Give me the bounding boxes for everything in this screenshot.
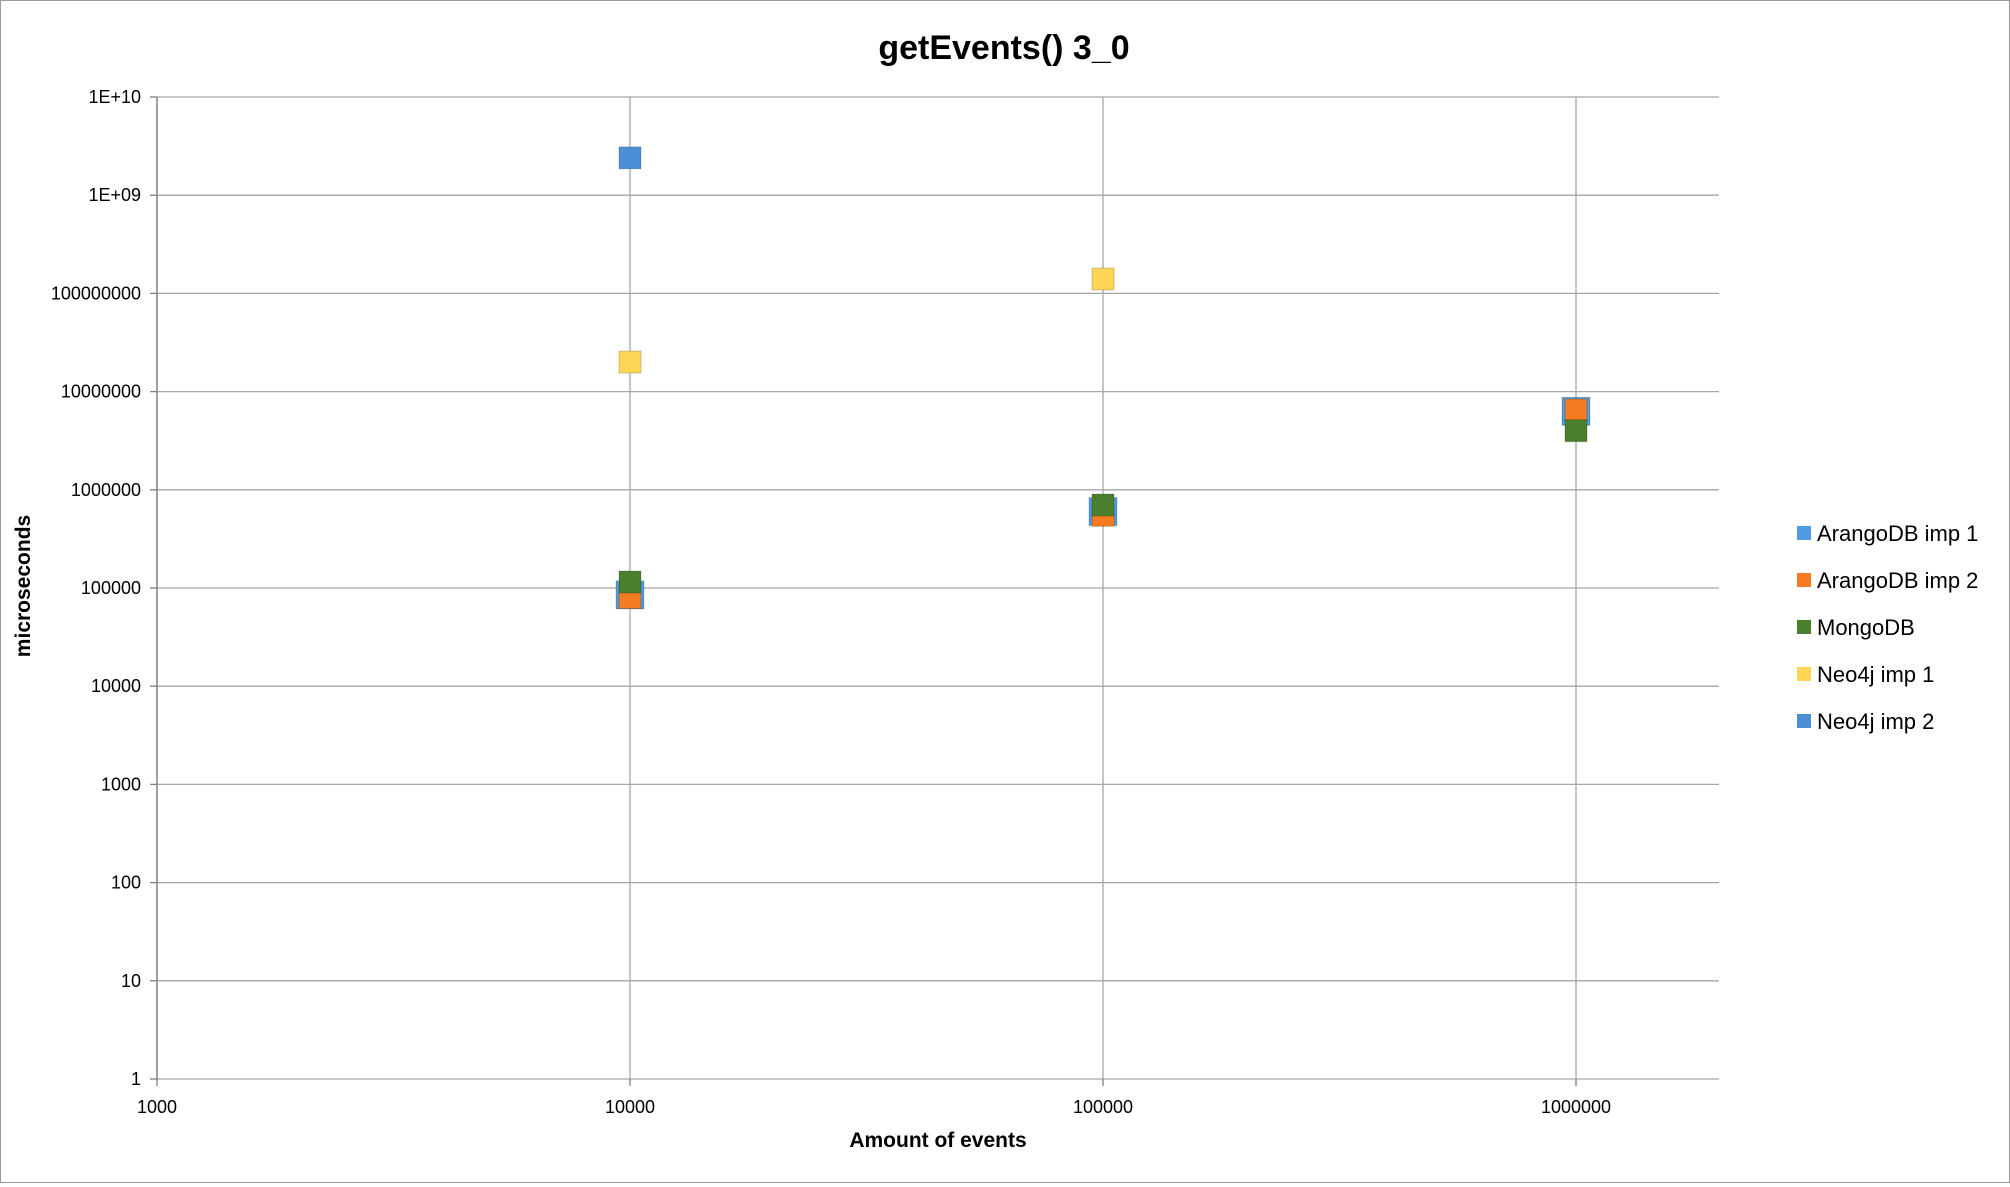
y-tick-label: 100000000 xyxy=(51,283,141,303)
tick-labels: 1 10 100 1000 10000 100000 1000000 10000000 1000… xyxy=(51,87,1611,1117)
legend-label: ArangoDB imp 1 xyxy=(1817,521,1978,546)
y-tick-label: 10000000 xyxy=(61,382,141,402)
legend-label: ArangoDB imp 2 xyxy=(1817,568,1978,593)
data-point-series-3 xyxy=(1091,493,1115,517)
data-point-series-2 xyxy=(1564,398,1588,422)
data-point-series-3 xyxy=(618,570,642,594)
data-points xyxy=(615,146,1591,610)
data-point-series-5 xyxy=(618,146,642,170)
y-tick-label: 100 xyxy=(111,873,141,893)
y-tick-label: 1E+09 xyxy=(88,185,141,205)
x-tick-label: 1000000 xyxy=(1541,1097,1611,1117)
legend-label: Neo4j imp 2 xyxy=(1817,709,1934,734)
legend-swatch xyxy=(1797,620,1811,634)
y-tick-label: 1 xyxy=(131,1069,141,1089)
legend-swatch xyxy=(1797,667,1811,681)
gridlines xyxy=(157,96,1719,1080)
legend-swatch xyxy=(1797,573,1811,587)
legend-swatch xyxy=(1797,714,1811,728)
axes xyxy=(150,96,1577,1086)
legend: ArangoDB imp 1 ArangoDB imp 2 MongoDB Neo4j… xyxy=(1797,521,1978,734)
legend-label: MongoDB xyxy=(1817,615,1915,640)
legend-swatch xyxy=(1797,526,1811,540)
y-tick-label: 1000000 xyxy=(71,480,141,500)
y-tick-label: 10 xyxy=(121,971,141,991)
chart-title: getEvents() 3_0 xyxy=(878,29,1129,67)
x-tick-label: 100000 xyxy=(1073,1097,1133,1117)
y-tick-label: 1000 xyxy=(101,774,141,794)
data-point-series-4 xyxy=(1091,267,1115,291)
x-tick-label: 10000 xyxy=(605,1097,655,1117)
x-tick-label: 1000 xyxy=(137,1097,177,1117)
x-axis-title: Amount of events xyxy=(849,1129,1026,1152)
y-tick-label: 100000 xyxy=(81,578,141,598)
legend-label: Neo4j imp 1 xyxy=(1817,662,1934,687)
y-tick-label: 1E+10 xyxy=(88,87,141,107)
data-point-series-4 xyxy=(618,350,642,374)
y-axis-title: microseconds xyxy=(12,515,35,657)
y-tick-label: 10000 xyxy=(91,676,141,696)
data-point-series-3 xyxy=(1564,419,1588,443)
